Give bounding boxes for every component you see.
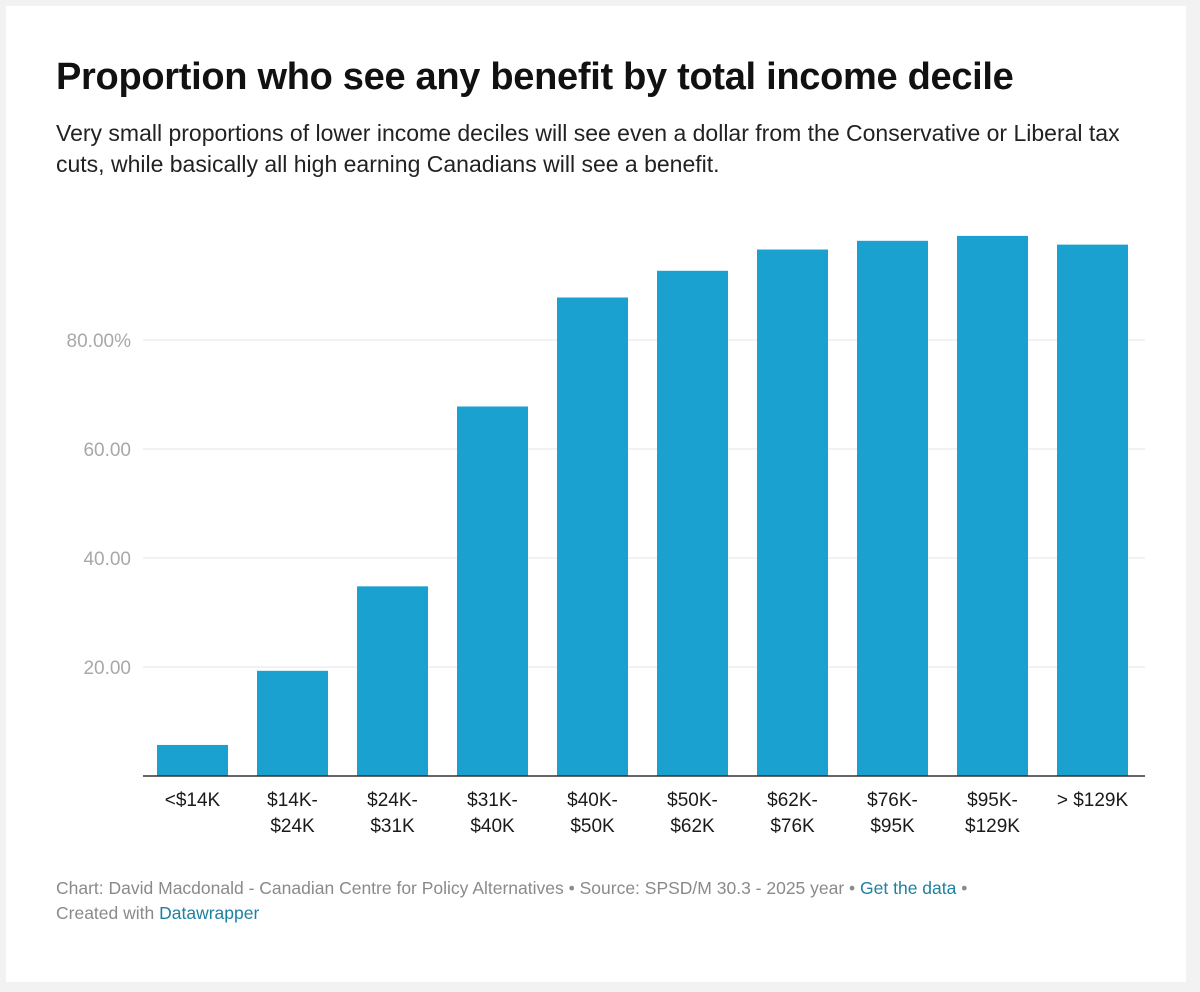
datawrapper-link[interactable]: Datawrapper (159, 903, 260, 923)
bar (857, 240, 928, 776)
y-tick-label: 80.00% (67, 331, 132, 352)
created-with-text: Created with (56, 903, 160, 923)
bar (257, 670, 328, 776)
bar (357, 586, 428, 776)
bar (557, 297, 628, 776)
bars (157, 235, 1128, 776)
bar (1057, 244, 1128, 776)
x-tick-label: $14K- (267, 790, 318, 811)
x-tick-label: <$14K (165, 790, 221, 811)
footer-separator: • (844, 878, 861, 898)
x-tick-label: $62K- (767, 790, 818, 811)
x-tick-label: $76K (770, 816, 815, 837)
x-tick-label: > $129K (1057, 790, 1129, 811)
axes: 80.00% 60.00 40.00 20.00 <$14K $14K- $24K $24K-… (67, 331, 1145, 837)
x-tick-label: $40K- (567, 790, 618, 811)
chart-footer: Chart: David Macdonald - Canadian Centre… (56, 876, 1146, 926)
x-tick-label: $31K (370, 816, 415, 837)
chart-credit: Chart: David Macdonald - Canadian Centre… (56, 878, 564, 898)
x-tick-label: $31K- (467, 790, 518, 811)
bar (457, 406, 528, 776)
y-tick-label: 20.00 (83, 658, 131, 679)
x-tick-label: $129K (965, 816, 1020, 837)
x-tick-label: $40K (470, 816, 515, 837)
bar (157, 744, 228, 776)
x-tick-label: $24K (270, 816, 315, 837)
bar (957, 235, 1028, 776)
y-tick-label: 60.00 (83, 440, 131, 461)
bar (657, 270, 728, 776)
x-tick-label: $24K- (367, 790, 418, 811)
x-tick-label: $50K- (667, 790, 718, 811)
chart-title: Proportion who see any benefit by total … (56, 56, 1014, 98)
x-tick-label: $95K- (967, 790, 1018, 811)
y-tick-label: 40.00 (83, 549, 131, 570)
chart-source: Source: SPSD/M 30.3 - 2025 year (579, 878, 845, 898)
x-tick-label: $95K (870, 816, 915, 837)
footer-separator: • (563, 878, 580, 898)
chart-subtitle: Very small proportions of lower income d… (56, 120, 1120, 177)
x-tick-label: $50K (570, 816, 615, 837)
get-the-data-link[interactable]: Get the data (860, 878, 957, 898)
bar (757, 249, 828, 776)
x-tick-label: $62K (670, 816, 715, 837)
footer-separator: • (956, 878, 968, 898)
x-tick-label: $76K- (867, 790, 918, 811)
